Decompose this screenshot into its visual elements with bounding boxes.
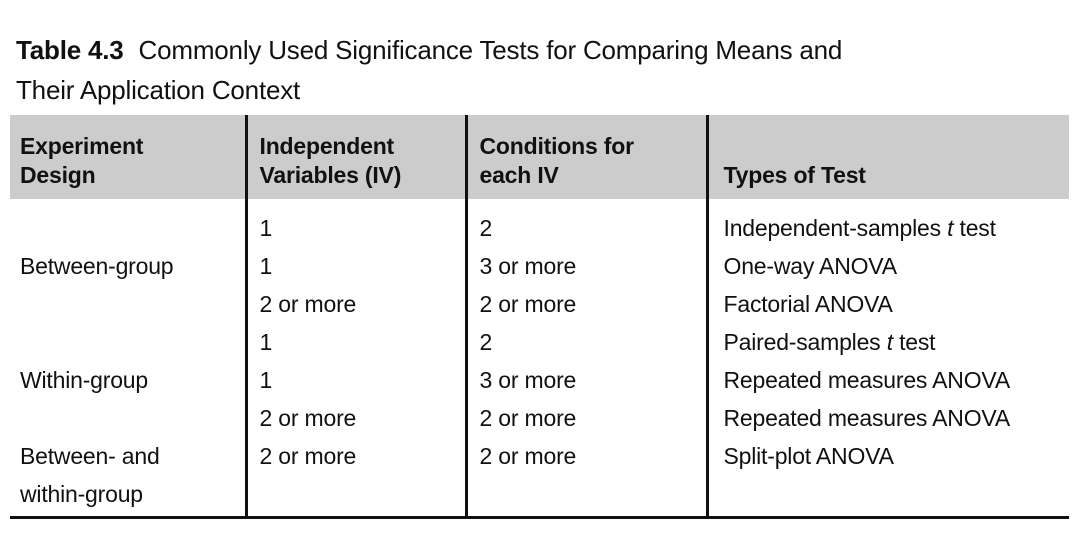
test-name: Repeated measures ANOVA xyxy=(723,405,1011,431)
table-header: Experiment Design Independent Variables … xyxy=(10,115,1069,199)
test-name-italic: t xyxy=(886,329,893,355)
table-caption: Table 4.3 Commonly Used Significance Test… xyxy=(16,30,1092,110)
table-row: 1 2 Paired-samples t test xyxy=(10,323,1069,361)
cell-iv: 2 or more xyxy=(246,437,468,518)
cell-iv: 1 xyxy=(246,199,468,247)
cell-conditions: 2 xyxy=(466,323,709,361)
cell-test: Repeated measures ANOVA xyxy=(707,399,1069,437)
test-name: Split-plot ANOVA xyxy=(723,443,894,469)
table-body: 1 2 Independent-samples t test Between-g… xyxy=(10,199,1069,518)
col-header-conditions: Conditions for each IV xyxy=(466,115,709,199)
test-name: Repeated measures ANOVA xyxy=(723,367,1011,393)
test-name: Factorial ANOVA xyxy=(723,291,893,317)
caption-label: Table 4.3 xyxy=(16,35,124,65)
table-row: 2 or more 2 or more Factorial ANOVA xyxy=(10,285,1069,323)
table-row: Between- and within-group 2 or more 2 or… xyxy=(10,437,1069,518)
test-name: One-way ANOVA xyxy=(723,253,898,279)
caption-text: Commonly Used Significance Tests for Com… xyxy=(16,35,843,105)
cell-design xyxy=(10,399,248,437)
cell-conditions: 3 or more xyxy=(466,247,709,285)
cell-test: One-way ANOVA xyxy=(707,247,1069,285)
table-row: Between-group 1 3 or more One-way ANOVA xyxy=(10,247,1069,285)
table-row: 2 or more 2 or more Repeated measures AN… xyxy=(10,399,1069,437)
cell-test: Factorial ANOVA xyxy=(707,285,1069,323)
significance-tests-table: Experiment Design Independent Variables … xyxy=(10,115,1069,519)
cell-design xyxy=(10,285,248,323)
cell-test: Split-plot ANOVA xyxy=(707,437,1069,518)
header-row: Experiment Design Independent Variables … xyxy=(10,115,1069,199)
cell-design: Between-group xyxy=(10,247,248,285)
test-name: Paired-samples xyxy=(723,329,887,355)
cell-conditions: 2 or more xyxy=(466,399,709,437)
col-header-independent-variables: Independent Variables (IV) xyxy=(246,115,468,199)
test-name: Independent-samples xyxy=(723,215,948,241)
cell-conditions: 3 or more xyxy=(466,361,709,399)
cell-iv: 1 xyxy=(246,323,468,361)
table-row: Within-group 1 3 or more Repeated measur… xyxy=(10,361,1069,399)
cell-conditions: 2 xyxy=(466,199,709,247)
col-header-types-of-test: Types of Test xyxy=(707,115,1069,199)
cell-test: Independent-samples t test xyxy=(707,199,1069,247)
cell-test: Repeated measures ANOVA xyxy=(707,361,1069,399)
cell-test: Paired-samples t test xyxy=(707,323,1069,361)
cell-design xyxy=(10,199,248,247)
cell-design: Within-group xyxy=(10,361,248,399)
cell-iv: 2 or more xyxy=(246,399,468,437)
cell-iv: 2 or more xyxy=(246,285,468,323)
col-header-experiment-design: Experiment Design xyxy=(10,115,248,199)
cell-conditions: 2 or more xyxy=(466,285,709,323)
cell-iv: 1 xyxy=(246,247,468,285)
cell-design xyxy=(10,323,248,361)
cell-design: Between- and within-group xyxy=(10,437,248,518)
test-name-italic: t xyxy=(947,215,954,241)
table-row: 1 2 Independent-samples t test xyxy=(10,199,1069,247)
test-name-suffix: test xyxy=(953,215,996,241)
cell-conditions: 2 or more xyxy=(466,437,709,518)
test-name-suffix: test xyxy=(892,329,936,355)
cell-iv: 1 xyxy=(246,361,468,399)
